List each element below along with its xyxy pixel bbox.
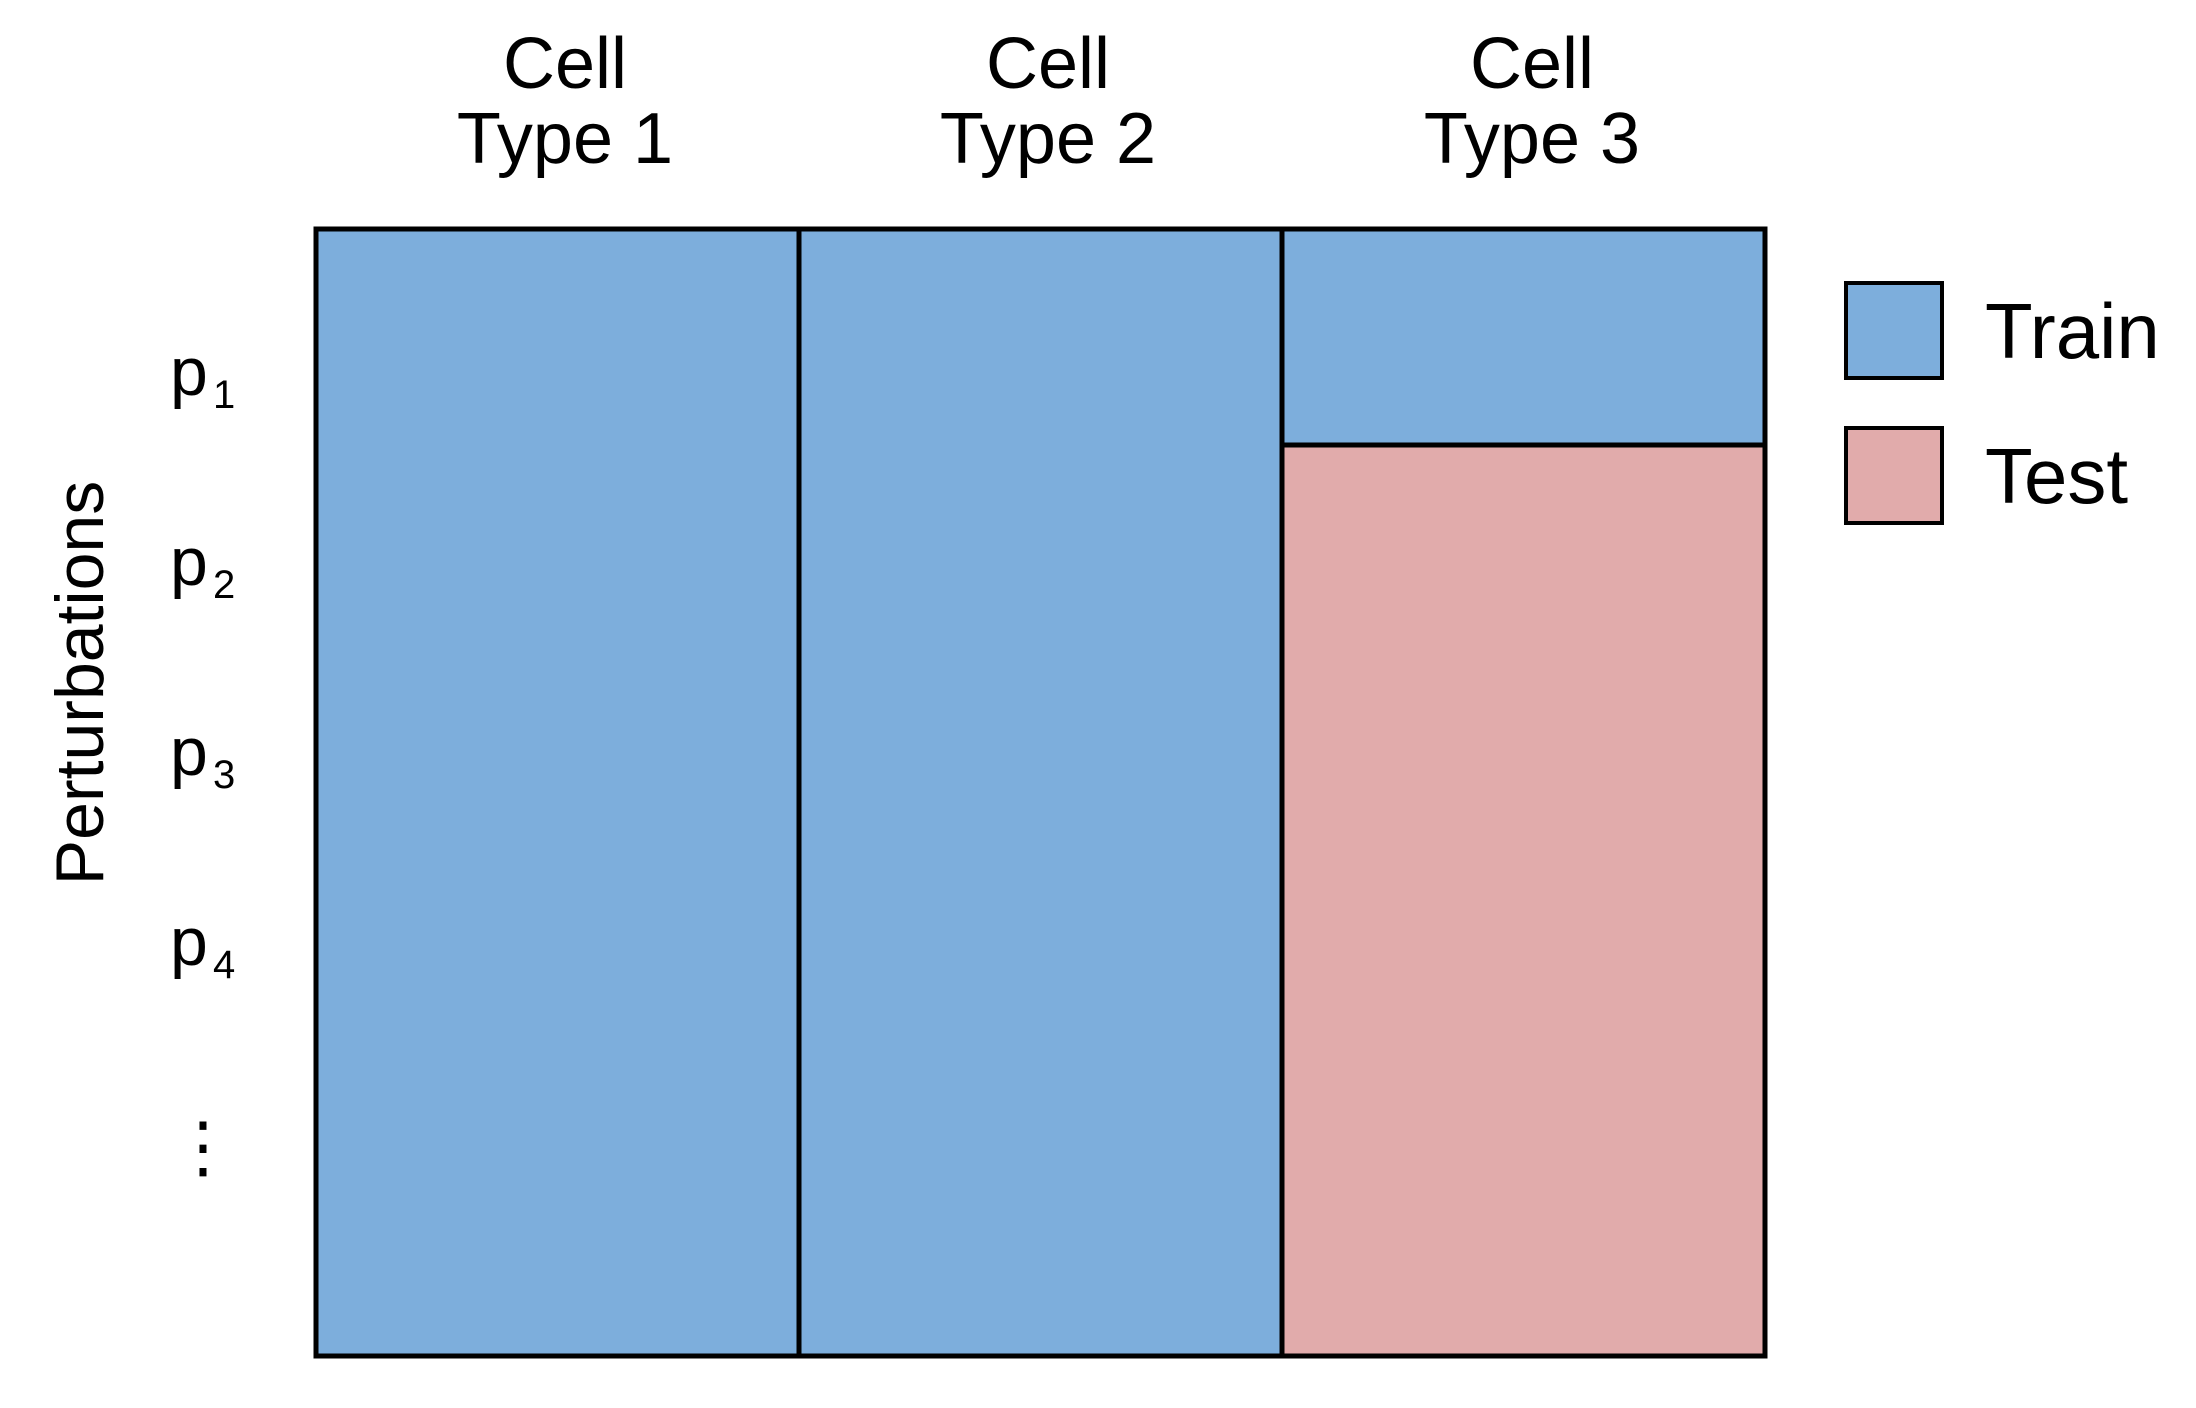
row-label-p2-sub: 2: [213, 563, 235, 607]
row-label-p4-base: p: [170, 904, 208, 980]
legend-train-swatch: [1844, 281, 1944, 380]
column-header-1-line2: Type 1: [457, 99, 673, 179]
row-label-p1-base: p: [170, 334, 208, 410]
row-label-p2-base: p: [170, 524, 208, 600]
legend-test-swatch: [1844, 426, 1944, 525]
row-label-p1-sub: 1: [213, 373, 235, 417]
block-cell-type-3-test: [1279, 442, 1768, 1359]
row-ellipsis: ⋮: [169, 1109, 237, 1185]
column-header-3-line2: Type 3: [1424, 99, 1640, 179]
block-cell-type-1-train: [313, 226, 802, 1359]
row-label-p3-base: p: [170, 714, 208, 790]
column-header-2-line2: Type 2: [940, 99, 1156, 179]
column-header-2-line1: Cell: [986, 24, 1110, 104]
row-label-p1: p 1: [170, 334, 235, 417]
legend: Train Test: [1844, 281, 2160, 525]
y-axis-label: Perturbations: [42, 481, 118, 885]
column-header-3-line1: Cell: [1470, 24, 1594, 104]
legend-train-label: Train: [1985, 287, 2160, 375]
block-cell-type-3-train: [1279, 226, 1768, 448]
legend-test-label: Test: [1985, 432, 2128, 520]
row-label-p3-sub: 3: [213, 753, 235, 797]
row-label-p4-sub: 4: [213, 943, 235, 987]
row-label-p4: p 4: [170, 904, 235, 987]
column-header-1-line1: Cell: [503, 24, 627, 104]
block-cell-type-2-train: [796, 226, 1285, 1359]
row-label-p2: p 2: [170, 524, 235, 607]
row-label-p3: p 3: [170, 714, 235, 797]
